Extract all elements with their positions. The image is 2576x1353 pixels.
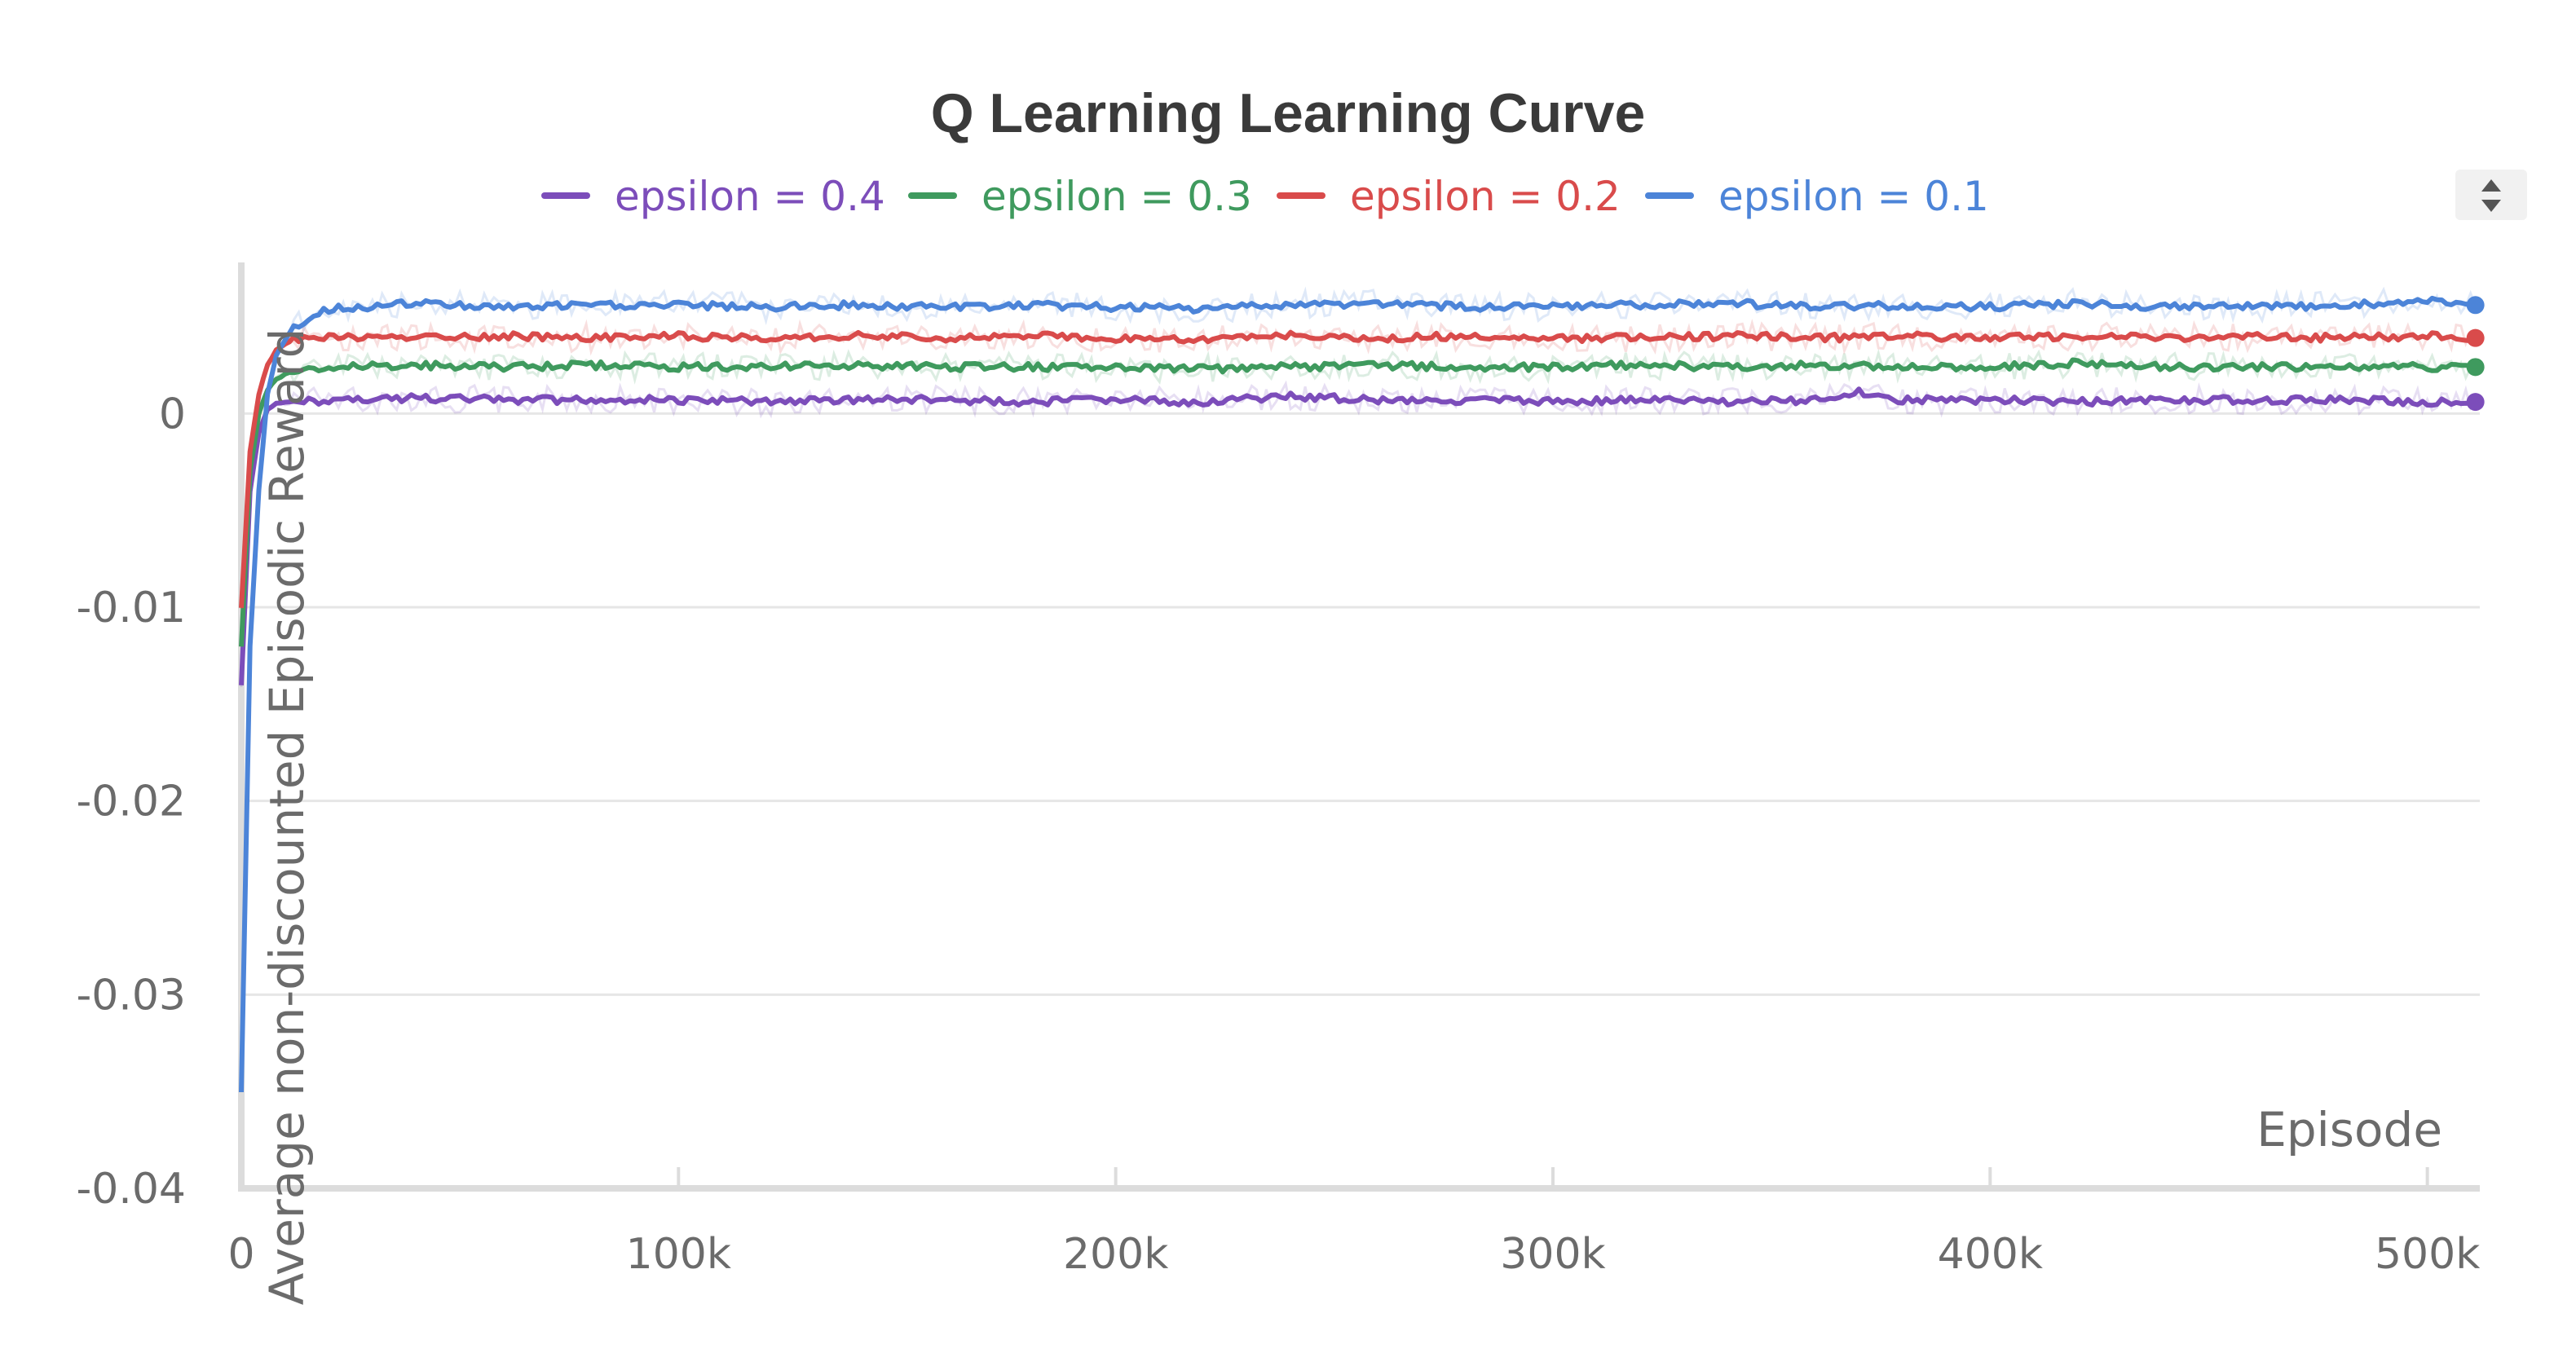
x-tick-label: 400k	[1938, 1230, 2043, 1279]
x-axis-label: Episode	[2256, 1102, 2442, 1157]
scroll-up-icon[interactable]	[2481, 179, 2501, 192]
y-tick-label: -0.02	[76, 778, 186, 826]
legend-entry[interactable]: epsilon = 0.2	[1350, 173, 1621, 220]
series-end-point	[2466, 296, 2485, 315]
tick-labels: 0 -0.01 -0.02 -0.03 -0.04 0 100k 200k 300k 400k 50…	[76, 390, 2480, 1279]
series-line	[239, 386, 2477, 685]
series-lines	[239, 286, 2485, 1093]
grid	[241, 412, 2480, 1190]
y-tick-label: 0	[159, 390, 186, 439]
x-tick-label: 500k	[2375, 1230, 2480, 1279]
x-tick-label: 300k	[1500, 1230, 1605, 1279]
series-raw-line	[240, 348, 2476, 646]
y-tick-label: -0.01	[76, 584, 186, 632]
legend-entry[interactable]: epsilon = 0.4	[615, 173, 885, 220]
series-raw-line	[240, 380, 2477, 687]
series-line	[239, 357, 2477, 647]
x-tick-label: 200k	[1063, 1230, 1168, 1279]
x-tick-label: 100k	[626, 1230, 731, 1279]
scroll-down-icon[interactable]	[2481, 200, 2501, 212]
series-end-point	[2466, 393, 2485, 412]
series-line	[239, 329, 2477, 608]
series-line	[239, 295, 2476, 1093]
legend: epsilon = 0.4 epsilon = 0.3 epsilon = 0.2 e…	[541, 173, 1989, 220]
legend-entry[interactable]: epsilon = 0.3	[981, 173, 1252, 220]
legend-scroll-button[interactable]	[2455, 170, 2527, 220]
series-end-point	[2466, 328, 2485, 347]
legend-entry[interactable]: epsilon = 0.1	[1718, 173, 1989, 220]
legend-scroll-control[interactable]	[2455, 170, 2527, 220]
y-tick-label: -0.03	[76, 971, 186, 1020]
series-end-point	[2466, 358, 2485, 377]
x-tick-label: 0	[227, 1230, 254, 1279]
y-axis-label: Average non-discounted Episodic Reward	[259, 328, 315, 1306]
chart-title: Q Learning Learning Curve	[931, 82, 1646, 144]
y-tick-label: -0.04	[76, 1165, 186, 1214]
